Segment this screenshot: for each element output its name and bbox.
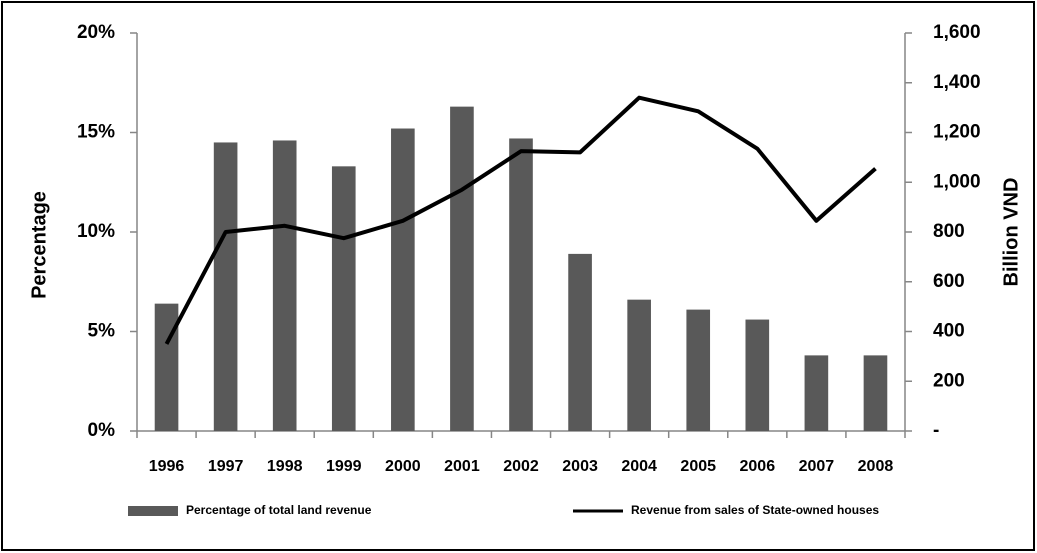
bar <box>863 355 888 431</box>
legend-label: Percentage of total land revenue <box>186 503 372 517</box>
y-axis-label: Percentage <box>28 191 50 299</box>
x-tick-label: 2000 <box>385 458 421 475</box>
line <box>164 95 877 345</box>
bar <box>450 106 474 431</box>
bar <box>272 140 297 431</box>
bar <box>213 142 238 431</box>
legend-label: Revenue from sales of State-owned houses <box>631 503 879 517</box>
x-tick-label: 2006 <box>740 458 776 475</box>
x-tick-label: 2001 <box>444 458 480 475</box>
x-tick-label: 1996 <box>149 458 185 475</box>
y-tick-label: 5% <box>88 321 116 342</box>
x-tick-label: 2007 <box>799 458 835 475</box>
bar <box>686 309 711 431</box>
y2-tick-label: 1,000 <box>933 171 981 192</box>
bar <box>509 138 533 431</box>
y2-tick-label: 600 <box>933 271 965 292</box>
x-tick-label: 1999 <box>326 458 362 475</box>
y2-tick-label: - <box>933 420 939 441</box>
y2-tick-label: 1,400 <box>933 72 981 93</box>
bar <box>568 253 592 431</box>
y-tick-label: 10% <box>77 221 115 242</box>
y-tick-label: 20% <box>77 22 115 43</box>
x-tick-label: 2003 <box>562 458 598 475</box>
bar <box>331 166 356 431</box>
y-tick-label: 0% <box>88 420 116 441</box>
legend-swatch <box>128 506 178 516</box>
bar <box>154 303 179 431</box>
x-tick-label: 2005 <box>680 458 716 475</box>
y2-tick-label: 1,200 <box>933 122 981 143</box>
y-tick-label: 15% <box>77 122 115 143</box>
x-tick-label: 1998 <box>267 458 303 475</box>
y2-tick-label: 200 <box>933 370 965 391</box>
x-tick-label: 2004 <box>621 458 657 475</box>
bar <box>627 299 651 431</box>
bar <box>804 355 829 431</box>
x-tick-label: 1997 <box>208 458 244 475</box>
bar <box>391 128 415 431</box>
y2-tick-label: 1,600 <box>933 22 981 43</box>
y2-axis-label: Billion VND <box>1000 178 1022 287</box>
bar <box>745 319 770 431</box>
y2-tick-label: 800 <box>933 221 965 242</box>
x-tick-label: 2008 <box>858 458 894 475</box>
x-tick-label: 2002 <box>503 458 539 475</box>
y2-tick-label: 400 <box>933 321 965 342</box>
